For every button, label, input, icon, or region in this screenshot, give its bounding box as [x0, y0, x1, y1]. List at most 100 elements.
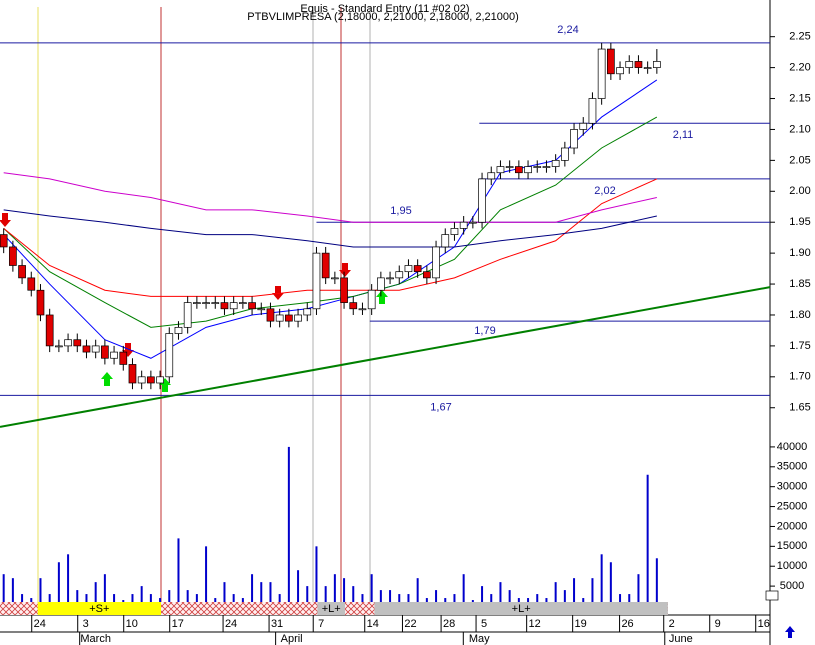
- candle-body: [27, 277, 36, 291]
- candle-body: [110, 351, 118, 359]
- volume-bar: [67, 554, 70, 606]
- x-tick-label: 9: [715, 618, 721, 630]
- candle-body: [515, 166, 523, 174]
- candle-body: [64, 339, 72, 347]
- volume-bar: [536, 594, 539, 606]
- scale-box: [765, 590, 779, 601]
- y-tick-label: 30000: [777, 481, 808, 493]
- candle-body: [349, 302, 358, 310]
- volume-bar: [269, 582, 272, 606]
- candle-body: [478, 178, 486, 223]
- volume-bar: [186, 590, 189, 606]
- y-tick-label: 2.05: [789, 154, 810, 166]
- signal-segment: [374, 602, 668, 615]
- volume-bar: [499, 582, 502, 606]
- x-tick-label: 10: [126, 618, 138, 630]
- candle-body: [377, 277, 385, 291]
- volume-bar: [361, 594, 364, 606]
- candle-body: [82, 345, 91, 353]
- candle-body: [119, 351, 128, 365]
- volume-bar: [297, 570, 300, 606]
- y-tick-label: 2.25: [789, 31, 810, 43]
- candle-body: [533, 166, 542, 168]
- level-label: 2,02: [594, 185, 615, 197]
- volume-bar: [251, 574, 254, 606]
- candle-body: [570, 129, 578, 149]
- candle-body: [450, 228, 459, 235]
- candle-body: [202, 302, 210, 304]
- candle-body: [616, 67, 624, 75]
- volume-bar: [140, 586, 143, 606]
- x-tick-label: 7: [318, 618, 324, 630]
- candle-body: [211, 302, 220, 304]
- candle-body: [404, 265, 413, 273]
- volume-bar: [600, 554, 603, 606]
- volume-bar: [462, 574, 465, 606]
- volume-bar: [48, 594, 51, 606]
- candle-body: [91, 345, 100, 353]
- y-tick-label: 1.70: [789, 371, 810, 383]
- volume-bar: [490, 594, 493, 606]
- x-tick-label: 17: [172, 618, 184, 630]
- candle-body: [266, 308, 275, 322]
- volume-bar: [113, 594, 116, 606]
- signal-segment: [317, 602, 345, 615]
- y-tick-label: 1.90: [789, 247, 810, 259]
- x-tick-label: 24: [34, 618, 46, 630]
- candle-body: [561, 147, 569, 161]
- volume-bar: [352, 586, 355, 606]
- volume-bar: [76, 590, 79, 606]
- level-label: 1,79: [474, 325, 495, 337]
- volume-bar: [453, 594, 456, 606]
- chart-subtitle: PTBVLIMPRESA (2,18000, 2,21000, 2,18000,…: [247, 11, 519, 23]
- volume-bar: [168, 590, 171, 606]
- candle-body: [257, 308, 266, 311]
- y-tick-label: 1.95: [789, 216, 810, 228]
- candle-body: [9, 246, 17, 266]
- signal-label: +L+: [322, 603, 341, 615]
- candle-body: [183, 302, 192, 328]
- candle-body: [524, 166, 532, 174]
- candle-body: [625, 61, 634, 68]
- y-tick-label: 5000: [780, 580, 804, 592]
- scroll-arrow[interactable]: [785, 626, 795, 638]
- volume-bar: [223, 582, 226, 606]
- volume-bar: [131, 594, 134, 606]
- volume-bar: [324, 586, 327, 606]
- y-tick-label: 1.65: [789, 402, 810, 414]
- volume-bar: [177, 538, 180, 606]
- candle-body: [229, 302, 238, 310]
- candle-body: [303, 308, 312, 316]
- y-tick-label: 2.15: [789, 92, 810, 104]
- y-tick-label: 10000: [777, 560, 808, 572]
- y-tick-label: 1.80: [789, 309, 810, 321]
- candle-body: [423, 271, 431, 279]
- candle-body: [45, 314, 54, 347]
- level-label: 2,11: [673, 129, 694, 141]
- volume-bar: [11, 578, 14, 606]
- candle-body: [36, 289, 45, 316]
- level-label: 1,67: [430, 401, 451, 413]
- candle-body: [101, 345, 109, 359]
- volume-bar: [573, 578, 576, 606]
- volume-bar: [103, 574, 106, 606]
- x-tick-label: 16: [758, 618, 770, 630]
- candle-body: [496, 166, 505, 174]
- x-tick-label: 5: [481, 618, 487, 630]
- volume-bar: [407, 594, 410, 606]
- volume-bar: [315, 546, 318, 606]
- candle-body: [174, 326, 183, 334]
- volume-bar: [389, 590, 392, 606]
- moving-average: [3, 116, 658, 328]
- x-tick-label: 19: [575, 618, 587, 630]
- volume-bar: [260, 582, 263, 606]
- x-tick-label: 31: [271, 618, 283, 630]
- candle-body: [469, 221, 477, 224]
- y-tick-label: 2.20: [789, 62, 810, 74]
- candle-body: [551, 160, 560, 167]
- candle-body: [18, 265, 26, 279]
- plot: 2,24 2,11 2,02 1,95 1,79 1,67: [0, 24, 771, 606]
- signal-label: +S+: [89, 603, 109, 615]
- candle-body: [634, 61, 643, 68]
